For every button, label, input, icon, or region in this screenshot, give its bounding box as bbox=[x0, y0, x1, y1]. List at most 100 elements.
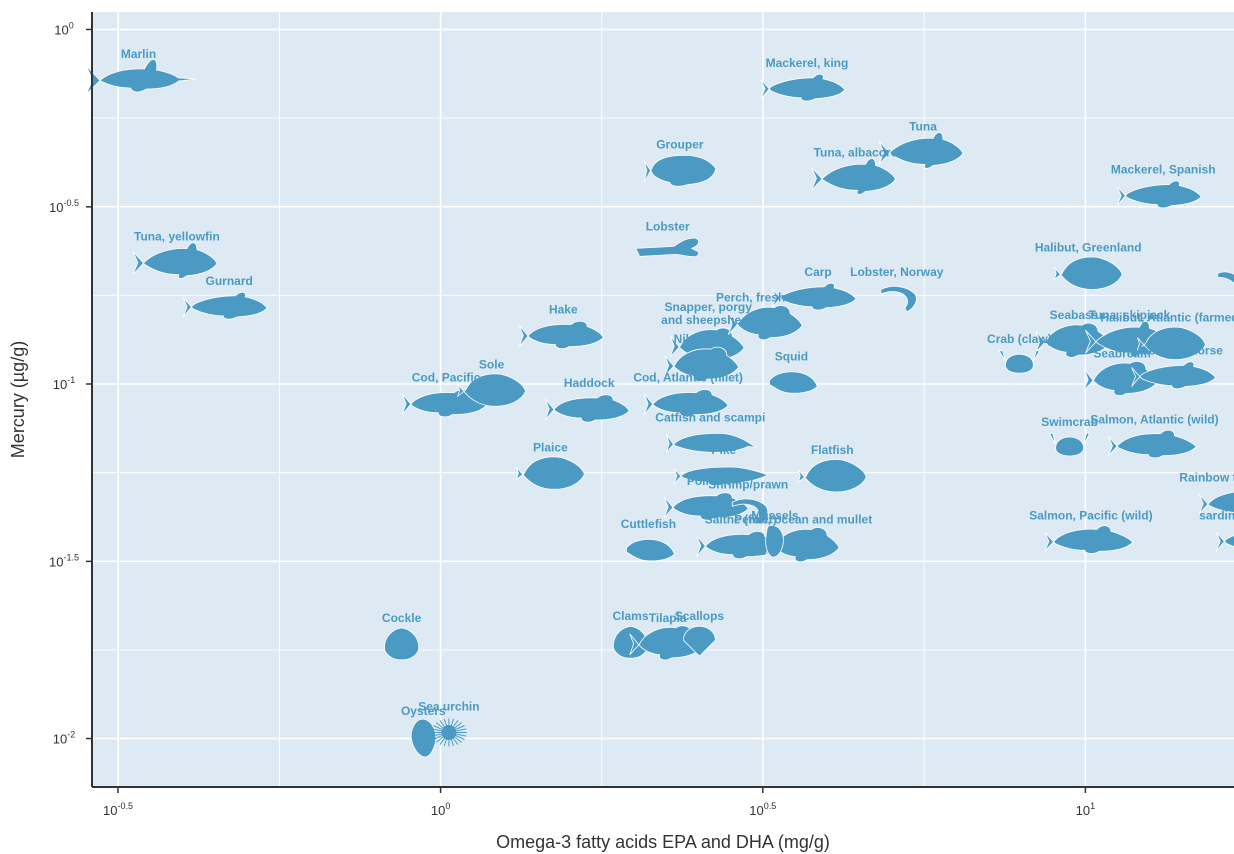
y-tick-label-4: 10-2 bbox=[53, 730, 75, 747]
y-tick-label-2: 10-1 bbox=[53, 375, 75, 392]
marker-29 bbox=[665, 432, 757, 453]
marker-34 bbox=[797, 459, 867, 493]
point-label-27: Haddock bbox=[564, 376, 615, 390]
marker-12 bbox=[880, 285, 917, 313]
marker-15 bbox=[727, 305, 803, 341]
point-label-33: Pike bbox=[712, 443, 737, 457]
marker-46 bbox=[384, 627, 420, 661]
point-label-32: Plaice bbox=[533, 440, 568, 454]
marker-3 bbox=[643, 154, 717, 187]
point-label-38: Pollock bbox=[687, 474, 730, 488]
point-label-10: Gurnard bbox=[206, 274, 253, 288]
marker-28 bbox=[643, 389, 729, 418]
marker-39 bbox=[731, 498, 769, 525]
marker-9 bbox=[1217, 271, 1234, 284]
marker-24 bbox=[769, 371, 818, 394]
marker-31 bbox=[1108, 429, 1198, 459]
marker-10 bbox=[182, 291, 268, 320]
point-label-40: Salmon, Pacific (wild) bbox=[1029, 508, 1152, 522]
y-axis-title: Mercury (µg/g) bbox=[8, 341, 28, 458]
marker-33 bbox=[673, 466, 769, 486]
point-label-5: Mackerel, Spanish bbox=[1111, 163, 1216, 177]
point-label-22: Mackerel, horse bbox=[1132, 344, 1223, 358]
x-tick-label-0: 10-0.5 bbox=[103, 801, 133, 818]
point-label-8: Halibut, Greenland bbox=[1035, 241, 1142, 255]
x-tick-label-3: 101 bbox=[1076, 801, 1095, 818]
marker-45 bbox=[765, 524, 784, 558]
point-label-39: Shrimp/prawn bbox=[708, 477, 788, 491]
point-label-41: Sprat, herring,sardines and anchovy bbox=[1199, 495, 1234, 522]
x-axis-title: Omega-3 fatty acids EPA and DHA (mg/g) bbox=[496, 832, 830, 852]
point-label-31: Salmon, Atlantic (wild) bbox=[1090, 413, 1218, 427]
marker-27 bbox=[544, 394, 630, 423]
y-tick-label-1: 10-0.5 bbox=[49, 198, 79, 215]
marker-19 bbox=[664, 346, 740, 382]
point-label-17: Tuna, skipjack bbox=[1088, 308, 1170, 322]
point-label-18: Halibut, Atlantic (farmed) bbox=[1100, 311, 1234, 325]
marker-40 bbox=[1044, 525, 1134, 554]
point-label-28: Cod, Atlantic (fillet) bbox=[633, 371, 743, 385]
marker-13 bbox=[518, 320, 604, 350]
marker-20 bbox=[998, 349, 1040, 374]
point-label-21: Seabream bbox=[1093, 346, 1150, 360]
point-label-43: Saithe (fillet) bbox=[705, 513, 777, 527]
marker-26 bbox=[456, 373, 527, 407]
point-label-47: Clams bbox=[612, 609, 648, 623]
marker-6 bbox=[132, 242, 218, 279]
marker-0 bbox=[86, 58, 197, 95]
marker-42 bbox=[626, 538, 675, 562]
point-label-11: Carp bbox=[804, 265, 831, 279]
marker-2 bbox=[878, 132, 964, 169]
point-label-20: Crab (claw) bbox=[987, 332, 1052, 346]
point-label-48: Tilapia bbox=[649, 611, 687, 625]
point-label-49: Scallops bbox=[675, 609, 725, 623]
marker-8 bbox=[1053, 256, 1123, 290]
x-tick-label-2: 100.5 bbox=[749, 801, 776, 818]
markers bbox=[86, 58, 1234, 758]
marker-35 bbox=[1198, 491, 1234, 514]
point-label-19: Nile perch bbox=[674, 332, 732, 346]
point-label-44: Perch, ocean and mullet bbox=[734, 513, 872, 527]
point-label-46: Cockle bbox=[382, 611, 422, 625]
point-label-12: Lobster, Norway bbox=[850, 265, 944, 279]
axes bbox=[86, 12, 1234, 793]
marker-51 bbox=[430, 718, 467, 747]
marker-1 bbox=[760, 73, 846, 102]
y-tick-label-3: 10-1.5 bbox=[49, 552, 79, 569]
point-label-50: Oysters bbox=[401, 704, 446, 718]
marker-4 bbox=[811, 158, 896, 195]
point-label-4: Tuna, albacore bbox=[814, 145, 898, 159]
point-label-13: Hake bbox=[549, 303, 578, 317]
point-label-1: Mackerel, king bbox=[766, 56, 849, 70]
point-label-30: Swimcrab bbox=[1041, 415, 1098, 429]
marker-22 bbox=[1131, 361, 1217, 390]
marker-7 bbox=[635, 237, 700, 258]
point-label-35: Rainbow trout (farmed) bbox=[1179, 471, 1234, 485]
marker-44 bbox=[764, 527, 840, 563]
point-label-29: Catfish and scampi bbox=[655, 410, 765, 424]
point-label-3: Grouper bbox=[656, 138, 704, 152]
marker-5 bbox=[1116, 180, 1202, 209]
x-tick-label-1: 100 bbox=[431, 801, 450, 818]
grid bbox=[92, 12, 1234, 787]
marker-21 bbox=[1083, 361, 1159, 396]
point-label-34: Flatfish bbox=[811, 443, 854, 457]
point-label-7: Lobster bbox=[646, 219, 690, 233]
marker-30 bbox=[1049, 432, 1091, 457]
marker-11 bbox=[771, 282, 857, 311]
point-label-2: Tuna bbox=[909, 119, 937, 133]
point-label-6: Tuna, yellowfin bbox=[134, 230, 220, 244]
point-label-51: Sea urchin bbox=[418, 700, 479, 714]
y-tick-label-0: 100 bbox=[54, 20, 73, 37]
marker-38 bbox=[663, 492, 749, 521]
point-label-14: Snapper, porgy and sheepshead bbox=[661, 300, 755, 327]
point-label-45: Mussels bbox=[751, 508, 799, 522]
point-label-25: Cod, Pacific bbox=[412, 371, 481, 385]
marker-41 bbox=[1215, 532, 1234, 552]
marker-32 bbox=[515, 456, 585, 490]
marker-18 bbox=[1136, 326, 1206, 361]
marker-50 bbox=[410, 718, 437, 758]
point-label-16: Seabass bbox=[1050, 308, 1099, 322]
point-label-42: Cuttlefish bbox=[621, 517, 676, 531]
